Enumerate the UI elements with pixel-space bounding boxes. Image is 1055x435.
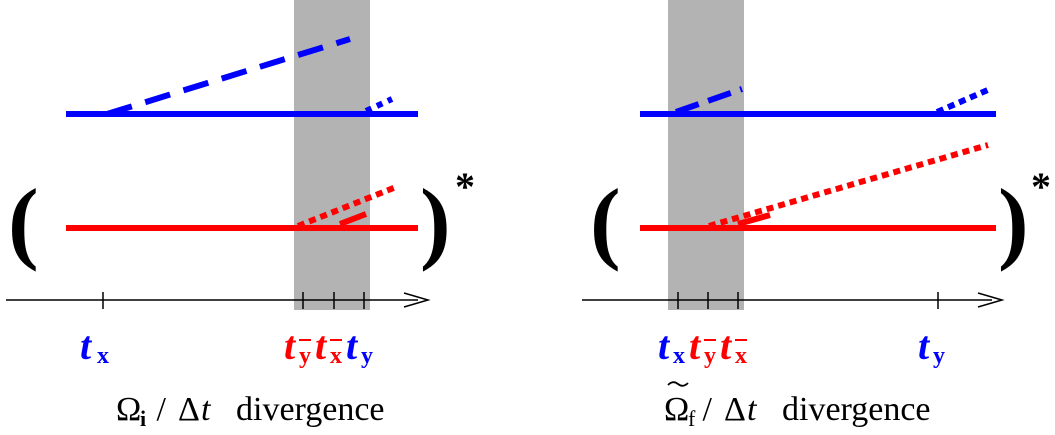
svg-text:x: x [97,343,109,369]
left-tick-label-2: t y [284,323,311,369]
left-panel: ( ) * t x t y t x t y Ω i [6,0,475,431]
svg-text:t: t [346,323,359,368]
svg-text:t: t [918,323,931,368]
right-panel: ( ) * t x t y t x t y Ω [582,0,1051,431]
left-close-paren: ) [420,170,451,272]
svg-text:t: t [689,323,702,368]
svg-text:divergence: divergence [236,391,385,428]
svg-text:t: t [284,323,297,368]
right-close-paren: ) [998,170,1029,272]
svg-text:y: y [933,343,945,369]
svg-text:i: i [140,406,146,431]
left-blue-dotted-line [364,96,394,114]
left-blue-dashed-line [106,36,351,117]
right-caption-tilde [667,381,689,387]
svg-text:x: x [735,343,747,369]
svg-text:/: / [148,391,174,428]
right-red-dotted-line [708,142,989,229]
left-tick-label-4: t y [346,323,373,369]
right-open-paren: ( [590,170,621,272]
right-blue-dotted-line [935,86,992,115]
svg-text:t: t [658,323,671,368]
left-tick-label-3: t x [315,323,342,369]
svg-text:Ω: Ω [116,391,141,428]
svg-text:y: y [361,343,373,369]
svg-text:x: x [330,343,342,369]
right-tick-label-2: t y [689,323,716,369]
right-axis-arrowhead [977,292,1005,308]
right-star: * [1031,164,1051,209]
left-open-paren: ( [8,170,39,272]
svg-text:t: t [201,391,212,428]
left-tick-label-1: t x [80,323,109,369]
left-red-dotted-line [296,184,398,229]
svg-text:t: t [747,391,758,428]
left-axis-arrowhead [403,292,431,308]
svg-text:divergence: divergence [782,391,931,428]
right-caption: Ω f / Δ t divergence [664,381,931,431]
svg-text:y: y [299,343,311,369]
svg-text:y: y [704,343,716,369]
svg-text:t: t [720,323,733,368]
svg-text:Δ: Δ [724,391,746,428]
right-blue-dashed-line [675,86,743,115]
svg-text:f: f [688,406,696,431]
right-tick-label-1: t x [658,323,685,369]
svg-text:/: / [694,391,720,428]
svg-text:x: x [673,343,685,369]
left-caption: Ω i / Δ t divergence [116,391,385,431]
right-shaded-window [668,0,744,310]
right-red-dashed-line [737,212,771,227]
svg-text:Δ: Δ [178,391,200,428]
left-red-dashed-line [338,211,368,227]
right-tick-label-3: t x [720,323,747,369]
right-tick-label-4: t y [918,323,945,369]
left-shaded-window [294,0,370,310]
svg-text:t: t [80,323,93,368]
left-star: * [455,164,475,209]
svg-text:t: t [315,323,328,368]
svg-text:Ω: Ω [664,391,689,428]
